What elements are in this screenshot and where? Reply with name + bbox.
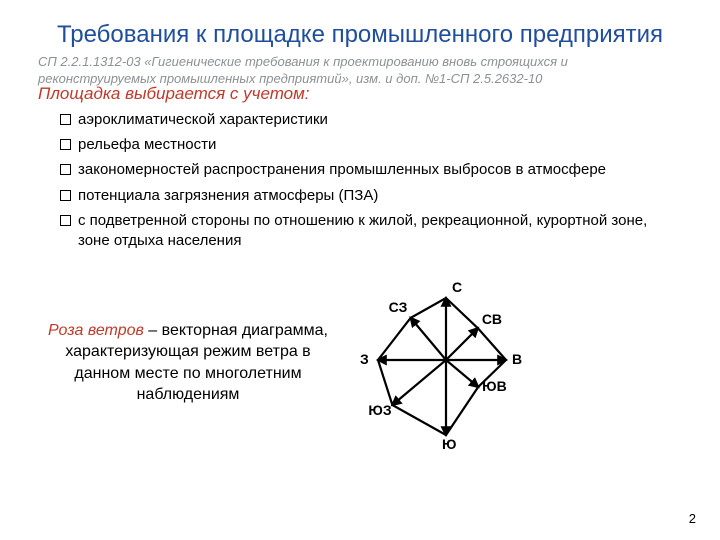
- wind-rose-axis: [446, 328, 478, 360]
- bullet-item: аэроклиматической характеристики: [60, 110, 682, 130]
- bullet-item: рельефа местности: [60, 135, 682, 155]
- wind-rose-label: З: [360, 351, 369, 367]
- wind-rose-label: Ю: [442, 436, 456, 452]
- wind-rose-label: ЮЗ: [368, 402, 391, 418]
- wind-rose-label: С: [452, 279, 462, 295]
- definition-text: Роза ветров – векторная диаграмма, харак…: [48, 320, 328, 406]
- bullet-item: потенциала загрязнения атмосферы (ПЗА): [60, 186, 682, 206]
- definition-term: Роза ветров: [48, 322, 144, 339]
- bullet-item: закономерностей распространения промышле…: [60, 160, 682, 180]
- page-number: 2: [689, 511, 696, 526]
- slide-subtitle: СП 2.2.1.1312-03 «Гигиенические требован…: [38, 54, 682, 88]
- wind-rose-axis: [392, 360, 446, 405]
- wind-rose-label: ЮВ: [482, 378, 507, 394]
- wind-rose-label: В: [512, 351, 522, 367]
- wind-rose-axis: [446, 360, 478, 387]
- bullet-list: аэроклиматической характеристики рельефа …: [38, 110, 682, 252]
- wind-rose-axis: [411, 318, 446, 360]
- bullet-item: с подветренной стороны по отношению к жи…: [60, 211, 682, 252]
- wind-rose-diagram: С СВ В ЮВ Ю ЮЗ З СЗ: [346, 265, 536, 460]
- slide-title: Требования к площадке промышленного пред…: [38, 20, 682, 50]
- wind-rose-label: СЗ: [389, 299, 408, 315]
- wind-rose-label: СВ: [482, 311, 502, 327]
